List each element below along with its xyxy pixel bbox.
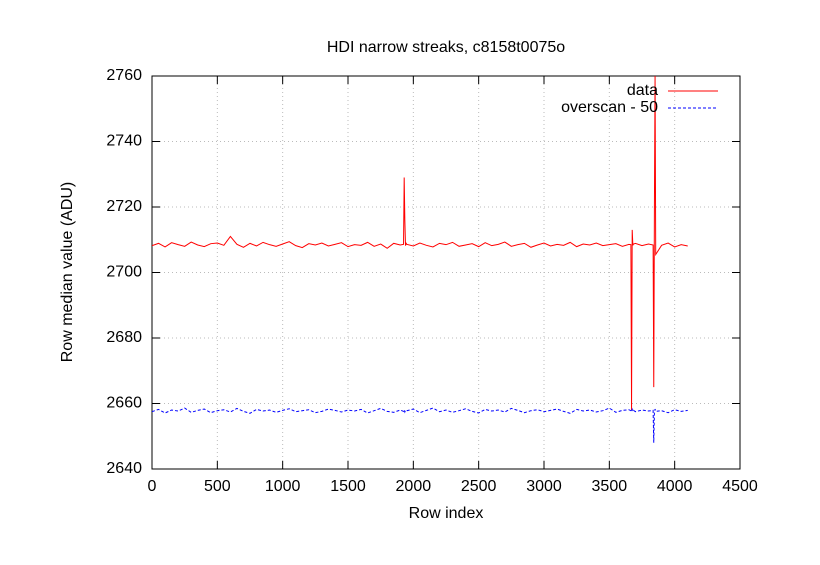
x-tick-label: 0	[148, 478, 157, 495]
legend-label: data	[627, 82, 658, 99]
y-tick-label: 2720	[106, 198, 142, 215]
y-tick-label: 2640	[106, 460, 142, 477]
y-tick-label: 2660	[106, 395, 142, 412]
y-tick-label: 2700	[106, 264, 142, 281]
x-tick-label: 2500	[461, 478, 497, 495]
x-tick-label: 3500	[592, 478, 628, 495]
y-tick-label: 2680	[106, 329, 142, 346]
x-tick-label: 500	[204, 478, 231, 495]
plot-frame	[151, 75, 741, 470]
y-tick-label: 2740	[106, 133, 142, 150]
x-axis-label: Row index	[409, 505, 484, 522]
x-tick-label: 2000	[396, 478, 432, 495]
legend-label: overscan - 50	[561, 99, 658, 116]
x-tick-label: 3000	[526, 478, 562, 495]
y-axis-label: Row median value (ADU)	[59, 182, 76, 363]
y-tick-label: 2760	[106, 67, 142, 84]
x-tick-label: 4500	[722, 478, 758, 495]
plot-area	[152, 76, 688, 443]
series-line	[152, 76, 688, 411]
x-tick-label: 4000	[657, 478, 693, 495]
chart-title: HDI narrow streaks, c8158t0075o	[327, 39, 565, 56]
x-tick-label: 1000	[265, 478, 301, 495]
x-tick-label: 1500	[330, 478, 366, 495]
series-line	[152, 407, 688, 443]
